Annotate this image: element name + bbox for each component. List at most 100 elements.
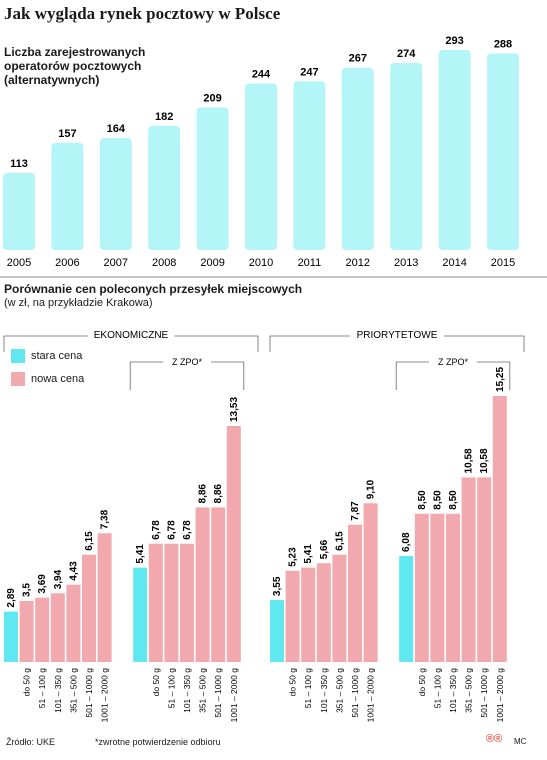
page-title: Jak wygląda rynek pocztowy w Polsce bbox=[4, 4, 281, 23]
bar-price-label: 7,38 bbox=[100, 509, 111, 529]
x-tick-weight: 51 – 100 g bbox=[37, 668, 47, 708]
bar-operators bbox=[341, 67, 374, 250]
zpo-label-bg bbox=[163, 355, 211, 367]
x-tick-weight: 501 – 1000 g bbox=[350, 668, 360, 718]
bar-new-price bbox=[211, 507, 226, 662]
bar-old-price bbox=[133, 567, 148, 662]
x-tick-weight: 351 – 500 g bbox=[68, 668, 78, 713]
bar-value-label: 274 bbox=[397, 48, 416, 60]
chart1-title-line: operatorów pocztowych bbox=[4, 59, 142, 73]
bar-new-price bbox=[164, 543, 179, 662]
bar-operators bbox=[3, 172, 35, 250]
x-tick-year: 2014 bbox=[442, 257, 466, 269]
x-tick-year: 2007 bbox=[104, 257, 128, 269]
x-tick-year: 2005 bbox=[7, 257, 31, 269]
bar-operators bbox=[196, 107, 229, 250]
bar-price-label: 8,86 bbox=[213, 484, 224, 504]
bar-new-price bbox=[301, 567, 316, 662]
bar-new-price bbox=[477, 477, 492, 662]
zpo-label: Z ZPO* bbox=[438, 357, 468, 367]
zpo-label: Z ZPO* bbox=[172, 357, 202, 367]
bar-price-label: 6,78 bbox=[166, 520, 177, 540]
bar-new-price bbox=[316, 563, 331, 662]
x-tick-weight: 501 – 1000 g bbox=[213, 668, 223, 718]
x-tick-weight: do 50 g bbox=[151, 668, 161, 697]
legend-new-label: nowa cena bbox=[31, 372, 85, 385]
bar-value-label: 164 bbox=[107, 123, 126, 135]
bar-price-label: 5,66 bbox=[319, 539, 330, 559]
chart1-title-line: Liczba zarejestrowanych bbox=[4, 45, 146, 59]
bar-price-label: 13,53 bbox=[229, 397, 240, 422]
x-tick-year: 2009 bbox=[200, 257, 224, 269]
bar-new-price bbox=[180, 543, 194, 662]
x-tick-weight: 351 – 500 g bbox=[334, 668, 344, 713]
bar-price-label: 8,50 bbox=[417, 490, 428, 510]
bar-price-label: 8,50 bbox=[432, 490, 443, 510]
bar-value-label: 288 bbox=[494, 38, 512, 50]
bar-new-price bbox=[97, 533, 112, 662]
x-tick-weight: 501 – 1000 g bbox=[479, 668, 489, 718]
group-name-bg bbox=[87, 328, 175, 340]
legend-old-swatch bbox=[11, 349, 25, 363]
bar-price-label: 7,87 bbox=[350, 501, 361, 521]
legend-new-swatch bbox=[11, 372, 25, 386]
x-tick-year: 2012 bbox=[346, 257, 370, 269]
bar-new-price bbox=[148, 543, 163, 662]
logo-icon: ®® bbox=[486, 733, 503, 745]
chart2-title: Porównanie cen poleconych przesyłek miej… bbox=[4, 282, 303, 296]
group-name: EKONOMICZNE bbox=[94, 330, 169, 341]
x-tick-weight: do 50 g bbox=[417, 668, 427, 697]
bar-operators bbox=[148, 125, 181, 250]
bar-price-label: 6,08 bbox=[401, 532, 412, 552]
x-tick-year: 2015 bbox=[491, 257, 515, 269]
bar-new-price bbox=[430, 513, 445, 662]
chart1-title-line: (alternatywnych) bbox=[4, 73, 100, 87]
x-tick-weight: do 50 g bbox=[22, 668, 32, 697]
bar-operators bbox=[390, 62, 423, 250]
bar-price-label: 8,50 bbox=[448, 490, 459, 510]
legend-new: nowa cena bbox=[11, 372, 84, 386]
bar-old-price bbox=[270, 600, 284, 662]
x-tick-weight: 101 – 350 g bbox=[448, 668, 458, 713]
bar-value-label: 182 bbox=[155, 111, 173, 123]
x-tick-weight: 1001 – 2000 g bbox=[366, 668, 376, 723]
x-tick-year: 2013 bbox=[394, 257, 418, 269]
bar-price-label: 9,10 bbox=[366, 479, 377, 499]
bar-price-label: 6,15 bbox=[84, 531, 95, 551]
bar-old-price bbox=[4, 611, 18, 662]
bar-new-price bbox=[50, 593, 65, 662]
x-tick-weight: do 50 g bbox=[288, 668, 298, 697]
bar-new-price bbox=[332, 554, 347, 662]
bar-new-price bbox=[226, 426, 241, 662]
bar-new-price bbox=[35, 597, 50, 662]
bar-price-label: 3,94 bbox=[53, 569, 64, 589]
bar-operators bbox=[438, 50, 471, 250]
bar-operators bbox=[293, 81, 326, 250]
x-tick-weight: 501 – 1000 g bbox=[84, 668, 94, 718]
bar-price-label: 6,78 bbox=[151, 520, 162, 540]
x-tick-weight: 1001 – 2000 g bbox=[495, 668, 505, 723]
bar-value-label: 157 bbox=[58, 128, 76, 140]
bar-price-label: 2,89 bbox=[6, 588, 17, 608]
bar-price-label: 15,25 bbox=[495, 367, 506, 392]
chart2-note: (w zł, na przykładzie Krakowa) bbox=[4, 297, 153, 309]
x-tick-year: 2010 bbox=[249, 257, 273, 269]
bar-new-price bbox=[19, 600, 34, 662]
bar-value-label: 293 bbox=[445, 35, 463, 47]
bar-new-price bbox=[461, 477, 476, 662]
x-tick-weight: 51 – 100 g bbox=[432, 668, 442, 708]
bar-price-label: 3,5 bbox=[22, 583, 33, 597]
group-name: PRIORYTETOWE bbox=[357, 330, 438, 341]
bar-new-price bbox=[492, 396, 507, 662]
x-tick-weight: 351 – 500 g bbox=[464, 668, 474, 713]
bar-price-label: 10,58 bbox=[464, 448, 475, 473]
x-tick-weight: 101 – 350 g bbox=[53, 668, 63, 713]
x-tick-year: 2006 bbox=[55, 257, 79, 269]
bar-old-price bbox=[399, 555, 414, 662]
bar-value-label: 113 bbox=[10, 158, 28, 170]
bar-new-price bbox=[446, 513, 460, 662]
bar-price-label: 6,78 bbox=[182, 520, 193, 540]
bar-price-label: 3,55 bbox=[272, 576, 283, 596]
bar-price-label: 8,86 bbox=[198, 484, 209, 504]
bar-price-label: 3,69 bbox=[37, 574, 48, 594]
